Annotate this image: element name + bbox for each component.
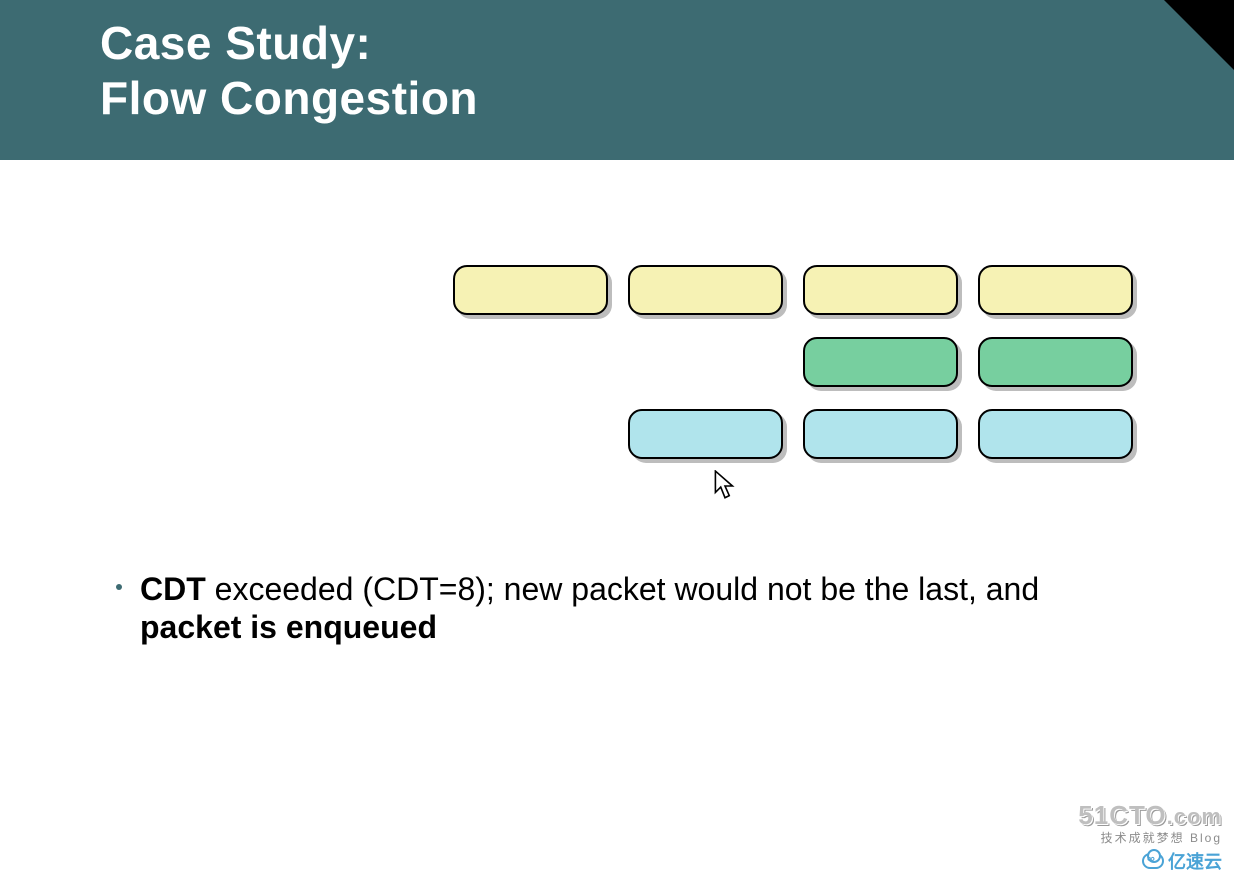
packet-cell <box>978 265 1133 315</box>
packet-cell <box>978 409 1133 459</box>
title-line-2: Flow Congestion <box>100 73 1234 124</box>
bullet-dot-icon <box>116 584 122 590</box>
packet-cell <box>453 265 608 315</box>
logo-51cto-text: 51CTO <box>1078 800 1166 830</box>
corner-accent <box>1164 0 1234 70</box>
logo-51cto-sub: 技术成就梦想 Blog <box>1078 829 1222 846</box>
slide-header: Case Study: Flow Congestion <box>0 0 1234 160</box>
watermark-group: 51CTO.com 技术成就梦想 Blog 亿速云 <box>1078 800 1222 874</box>
bullet-text-line-1: CDT exceeded (CDT=8); new packet would n… <box>140 571 1039 607</box>
logo-51cto-dotcom: .com <box>1167 804 1222 829</box>
packet-cell <box>628 409 783 459</box>
bullet-item: CDT exceeded (CDT=8); new packet would n… <box>140 570 1140 647</box>
packet-cell <box>803 265 958 315</box>
packet-cell <box>978 337 1133 387</box>
packet-cell <box>803 409 958 459</box>
logo-yisuyun: 亿速云 <box>1142 848 1222 874</box>
title-line-1: Case Study: <box>100 18 1234 69</box>
logo-yisuyun-text: 亿速云 <box>1168 848 1222 874</box>
packet-cell <box>803 337 958 387</box>
packet-cell <box>628 265 783 315</box>
cloud-icon <box>1142 853 1164 869</box>
bullet-line-2-bold: packet is enqueued <box>140 609 437 645</box>
logo-51cto: 51CTO.com 技术成就梦想 Blog <box>1078 800 1222 846</box>
bullet-lead-bold: CDT <box>140 571 206 607</box>
slide-body: CDT exceeded (CDT=8); new packet would n… <box>0 160 1234 882</box>
bullet-rest-1: exceeded (CDT=8); new packet would not b… <box>206 571 1039 607</box>
logo-51cto-brand: 51CTO.com <box>1078 800 1222 831</box>
cursor-icon <box>714 470 736 502</box>
